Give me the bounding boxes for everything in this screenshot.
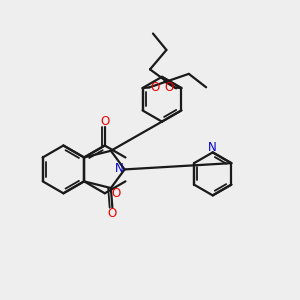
Text: O: O xyxy=(150,81,159,94)
Text: O: O xyxy=(111,187,121,200)
Text: O: O xyxy=(108,207,117,220)
Text: N: N xyxy=(208,140,217,154)
Text: N: N xyxy=(115,162,123,175)
Text: O: O xyxy=(100,116,110,128)
Text: O: O xyxy=(165,81,174,94)
